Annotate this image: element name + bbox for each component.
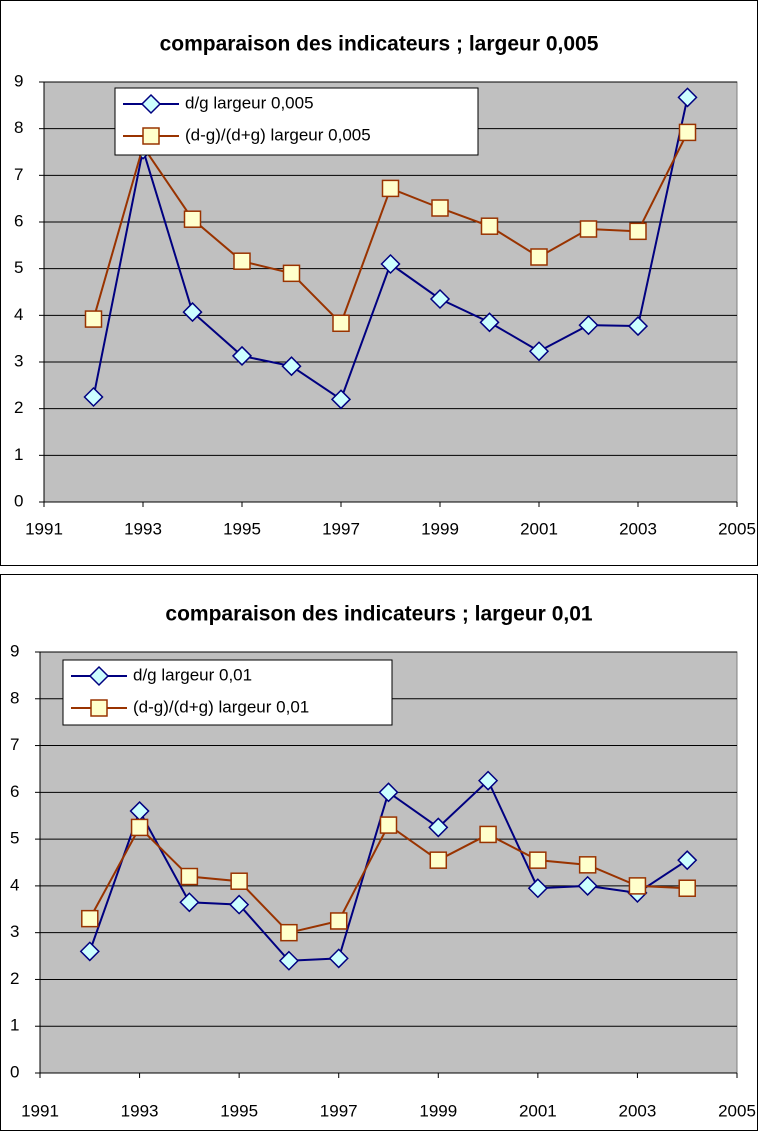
marker xyxy=(278,950,299,971)
x-tick-label: 1997 xyxy=(320,1101,358,1120)
chart-title: comparaison des indicateurs ; largeur 0,… xyxy=(160,33,599,56)
marker xyxy=(579,220,598,238)
marker xyxy=(229,894,250,915)
chart-title: comparaison des indicateurs ; largeur 0,… xyxy=(165,603,592,626)
x-tick-label: 1993 xyxy=(124,519,162,538)
y-tick-label: 8 xyxy=(10,688,19,707)
marker xyxy=(332,314,350,333)
y-tick-label: 1 xyxy=(10,1016,19,1035)
marker xyxy=(628,877,647,895)
x-tick-label: 2005 xyxy=(718,1101,756,1120)
marker xyxy=(578,856,597,874)
marker xyxy=(678,123,697,142)
y-tick-label: 6 xyxy=(14,211,23,230)
marker xyxy=(479,825,497,844)
x-tick-label: 1995 xyxy=(220,1101,258,1120)
marker xyxy=(282,264,301,283)
marker xyxy=(379,816,398,834)
legend-marker xyxy=(140,93,162,115)
x-tick-label: 1999 xyxy=(421,519,459,538)
y-tick-label: 4 xyxy=(10,875,19,894)
y-tick-label: 7 xyxy=(10,735,19,754)
marker xyxy=(529,851,547,869)
y-tick-label: 9 xyxy=(14,71,23,90)
marker xyxy=(81,909,99,928)
x-tick-label: 2001 xyxy=(519,1101,557,1120)
marker xyxy=(83,386,104,408)
y-tick-label: 5 xyxy=(10,829,19,848)
marker xyxy=(478,770,499,791)
marker xyxy=(527,878,548,899)
legend-marker xyxy=(142,127,160,145)
marker xyxy=(677,87,698,108)
marker xyxy=(281,356,302,377)
y-tick-label: 1 xyxy=(14,445,23,464)
legend-label: (d-g)/(d+g) largeur 0,005 xyxy=(185,125,371,144)
x-tick-label: 1997 xyxy=(322,519,360,538)
marker xyxy=(330,389,352,410)
y-tick-label: 8 xyxy=(14,118,23,137)
marker xyxy=(180,867,199,886)
y-tick-label: 2 xyxy=(14,398,23,417)
marker xyxy=(578,315,599,336)
legend-label: d/g largeur 0,005 xyxy=(185,93,314,112)
marker xyxy=(84,310,103,328)
y-tick-label: 0 xyxy=(14,491,23,510)
marker xyxy=(381,179,400,198)
marker xyxy=(233,252,251,270)
x-tick-label: 2005 xyxy=(718,519,756,538)
y-tick-label: 3 xyxy=(10,922,19,941)
x-tick-label: 2003 xyxy=(619,1101,657,1120)
marker xyxy=(428,817,449,838)
y-tick-label: 9 xyxy=(10,641,19,660)
marker xyxy=(677,850,698,871)
marker xyxy=(431,199,449,217)
x-tick-label: 2001 xyxy=(520,519,558,538)
legend xyxy=(114,87,479,156)
marker xyxy=(530,248,548,266)
x-tick-label: 1995 xyxy=(223,519,261,538)
marker xyxy=(79,941,100,962)
marker xyxy=(182,302,203,323)
marker xyxy=(577,875,598,896)
marker xyxy=(629,222,647,241)
marker xyxy=(378,782,399,803)
marker xyxy=(429,288,451,310)
legend-marker xyxy=(90,699,108,717)
marker xyxy=(480,217,499,235)
marker xyxy=(329,912,348,930)
marker xyxy=(130,818,149,837)
y-tick-label: 7 xyxy=(14,165,23,184)
y-tick-label: 3 xyxy=(14,351,23,370)
y-tick-label: 5 xyxy=(14,258,23,277)
x-tick-label: 1993 xyxy=(121,1101,159,1120)
x-tick-label: 1991 xyxy=(25,519,63,538)
y-tick-label: 4 xyxy=(14,305,23,324)
marker xyxy=(230,872,248,890)
marker xyxy=(183,210,202,228)
legend-label: d/g largeur 0,01 xyxy=(133,665,252,684)
y-tick-label: 2 xyxy=(10,969,19,988)
legend-marker xyxy=(88,665,110,687)
x-tick-label: 2003 xyxy=(619,519,657,538)
y-tick-label: 6 xyxy=(10,782,19,801)
marker xyxy=(380,253,401,275)
marker xyxy=(280,923,298,942)
marker xyxy=(231,345,253,366)
marker xyxy=(429,851,448,869)
x-tick-label: 1999 xyxy=(419,1101,457,1120)
x-tick-label: 1991 xyxy=(21,1101,59,1120)
marker xyxy=(528,341,550,362)
marker xyxy=(179,892,200,913)
marker xyxy=(678,879,696,897)
legend xyxy=(62,659,393,726)
marker xyxy=(328,948,349,969)
y-tick-label: 0 xyxy=(10,1062,19,1081)
marker xyxy=(627,316,649,337)
legend-label: (d-g)/(d+g) largeur 0,01 xyxy=(133,697,309,716)
marker xyxy=(479,312,500,333)
